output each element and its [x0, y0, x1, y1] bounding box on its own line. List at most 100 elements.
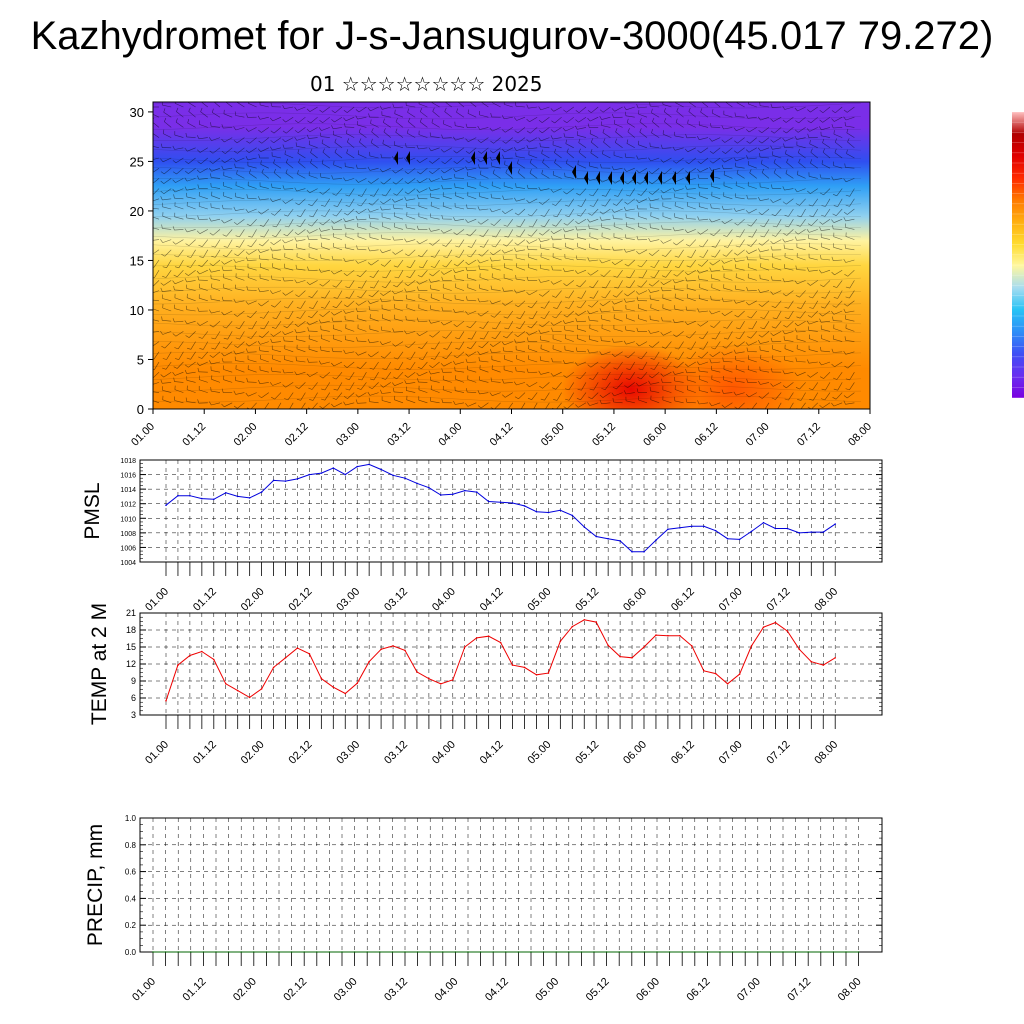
wind-barb — [796, 145, 806, 149]
wind-barb — [613, 367, 618, 370]
wind-barb — [650, 399, 660, 404]
heatmap-contour — [153, 363, 862, 370]
wind-barb — [519, 321, 526, 329]
wind-barb — [284, 331, 294, 335]
wind-barb — [722, 265, 724, 270]
wind-barb — [662, 389, 672, 393]
wind-barb — [333, 328, 343, 332]
wind-barb — [221, 219, 225, 224]
wind-barb — [360, 269, 367, 278]
wind-barb — [616, 290, 623, 298]
wind-barb — [836, 280, 843, 288]
wind-barb — [358, 300, 367, 306]
wind-barb — [625, 208, 635, 211]
wind-barb — [592, 372, 599, 380]
wind-barb — [209, 360, 212, 365]
wind-barb — [248, 102, 249, 104]
wind-barb — [784, 398, 789, 401]
wind-barb — [553, 399, 558, 401]
wind-barb — [664, 117, 667, 122]
wind-barb — [761, 239, 770, 246]
y-tick-label: 1006 — [120, 545, 136, 552]
wind-barb — [648, 253, 653, 256]
wind-barb — [831, 256, 834, 261]
wind-barb — [697, 136, 700, 140]
wind-barb — [296, 339, 306, 342]
wind-barb — [161, 345, 166, 349]
wind-barb — [806, 128, 810, 132]
wind-barb — [530, 127, 538, 134]
wind-barb — [272, 249, 282, 252]
wind-barb — [212, 259, 221, 267]
wind-barb — [831, 348, 834, 353]
data-point — [452, 679, 454, 681]
wind-barb — [761, 137, 770, 144]
wind-barb — [164, 341, 172, 349]
wind-barb — [648, 380, 651, 385]
wind-barb — [795, 203, 800, 206]
wind-barb — [312, 208, 318, 217]
wind-barb — [456, 229, 465, 236]
wind-barb — [479, 368, 489, 373]
wind-barb — [235, 259, 245, 263]
wind-barb — [201, 351, 209, 359]
wind-barb — [565, 139, 567, 144]
wind-barb — [808, 361, 818, 364]
wind-barb — [529, 162, 538, 169]
wind-barb — [324, 198, 331, 207]
wind-barb — [309, 106, 318, 112]
wind-barb — [723, 379, 733, 383]
wind-barb — [674, 197, 684, 200]
wind-barb — [185, 213, 187, 218]
wind-barb — [699, 361, 709, 366]
wind-barb — [662, 104, 672, 108]
wind-barb — [564, 269, 574, 273]
wind-barb — [154, 361, 160, 370]
wind-barb — [711, 277, 721, 281]
wind-barb — [600, 164, 602, 169]
wind-barb — [749, 137, 757, 144]
wind-barb — [395, 117, 398, 122]
x-tick-label: 04.00 — [433, 976, 461, 1004]
wind-barb — [211, 361, 221, 365]
wind-barb — [282, 331, 286, 335]
wind-barb — [626, 118, 629, 123]
wind-barb — [471, 239, 477, 248]
wind-barb — [454, 183, 456, 188]
wind-barb — [455, 218, 465, 221]
wind-barb — [699, 124, 709, 128]
wind-barb — [320, 176, 330, 179]
wind-barb — [221, 159, 225, 164]
wind-barb — [444, 157, 452, 165]
wind-barb — [211, 298, 221, 302]
wind-barb — [818, 269, 822, 274]
wind-barb — [311, 402, 318, 409]
wind-barb — [578, 106, 587, 113]
wind-barb — [200, 111, 208, 118]
wind-barb — [381, 330, 391, 332]
wind-barb — [490, 150, 494, 154]
wind-barb — [685, 277, 688, 282]
wind-barb — [251, 321, 257, 330]
wind-barb — [820, 306, 825, 309]
wind-barb — [663, 239, 672, 244]
wind-barb — [174, 102, 176, 104]
wind-barb — [407, 178, 416, 185]
data-point — [225, 492, 227, 494]
wind-barb — [478, 164, 480, 169]
wind-barb — [430, 389, 440, 393]
wind-barb — [306, 189, 310, 194]
wind-barb — [794, 280, 798, 284]
wind-barb — [770, 246, 773, 251]
wind-barb — [526, 245, 529, 250]
wind-barb — [810, 371, 818, 378]
wind-barb — [832, 213, 837, 216]
wind-barb — [235, 288, 245, 291]
wind-barb — [221, 266, 224, 271]
wind-barb — [272, 198, 282, 202]
wind-barb — [542, 116, 550, 123]
wind-barb — [333, 205, 338, 207]
wind-barb — [164, 249, 172, 257]
data-point — [380, 468, 382, 471]
wind-barb — [833, 297, 838, 299]
